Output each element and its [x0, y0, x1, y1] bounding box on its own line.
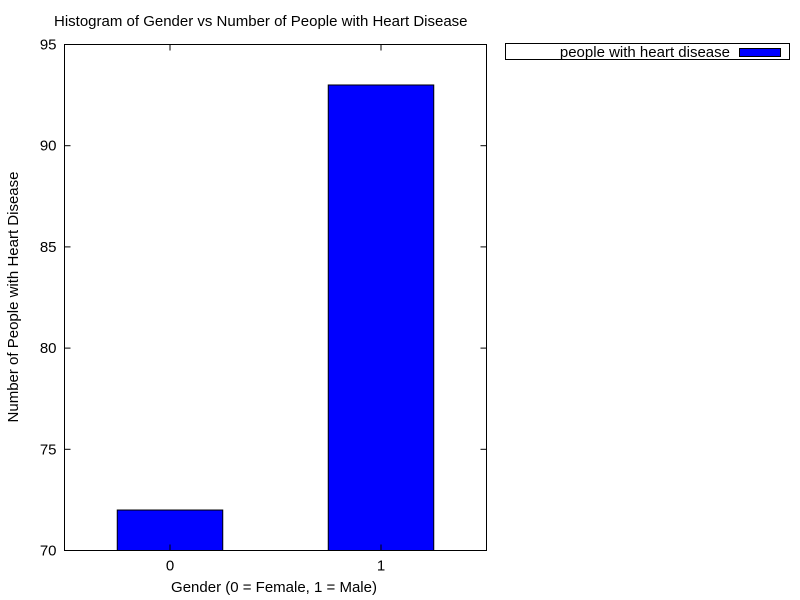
y-tick-label-95: 95	[40, 37, 57, 54]
y-tick-label-85: 85	[40, 239, 57, 256]
y-tick-label-90: 90	[40, 138, 57, 155]
bar-0	[116, 509, 224, 551]
bar-1	[327, 84, 435, 551]
chart-title: Histogram of Gender vs Number of People …	[54, 13, 468, 30]
y-tick-label-80: 80	[40, 340, 57, 357]
x-axis-label: Gender (0 = Female, 1 = Male)	[171, 579, 377, 596]
x-tick-label-0: 0	[166, 558, 174, 575]
legend-swatch	[739, 48, 781, 57]
y-tick-label-70: 70	[40, 543, 57, 560]
bars-group	[116, 84, 435, 551]
y-tick-label-75: 75	[40, 441, 57, 458]
legend-box	[505, 43, 790, 60]
y-axis-ticks: 70 75 80 85 90 95	[40, 37, 487, 560]
x-tick-label-1: 1	[377, 558, 385, 575]
legend-label: people with heart disease	[560, 44, 730, 61]
y-axis-label: Number of People with Heart Disease	[5, 172, 22, 423]
plot-frame	[64, 44, 487, 551]
legend: people with heart disease	[505, 43, 790, 61]
